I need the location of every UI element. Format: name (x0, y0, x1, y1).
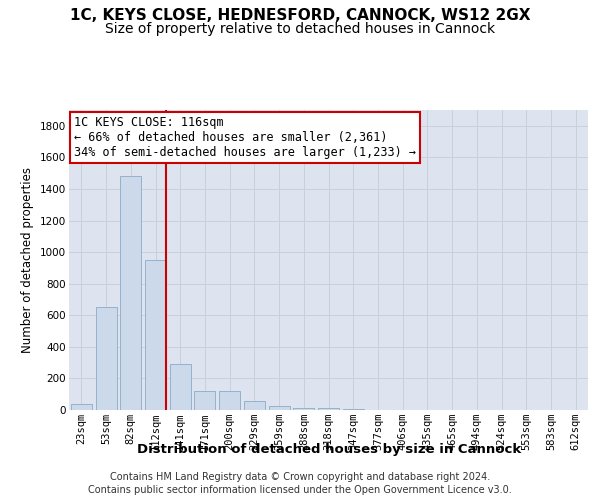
Text: 1C, KEYS CLOSE, HEDNESFORD, CANNOCK, WS12 2GX: 1C, KEYS CLOSE, HEDNESFORD, CANNOCK, WS1… (70, 8, 530, 22)
Text: Contains HM Land Registry data © Crown copyright and database right 2024.: Contains HM Land Registry data © Crown c… (110, 472, 490, 482)
Bar (343, 409, 364, 410)
Text: Contains public sector information licensed under the Open Government Licence v3: Contains public sector information licen… (88, 485, 512, 495)
Bar (318, 408, 339, 410)
Bar (170, 364, 191, 410)
Bar (269, 406, 290, 410)
Text: 1C KEYS CLOSE: 116sqm
← 66% of detached houses are smaller (2,361)
34% of semi-d: 1C KEYS CLOSE: 116sqm ← 66% of detached … (74, 116, 416, 159)
Y-axis label: Number of detached properties: Number of detached properties (22, 167, 34, 353)
Bar (145, 260, 166, 410)
Bar (293, 408, 314, 410)
Bar (95, 308, 116, 410)
Text: Size of property relative to detached houses in Cannock: Size of property relative to detached ho… (105, 22, 495, 36)
Bar (120, 176, 141, 410)
Bar (71, 404, 92, 410)
Bar (219, 391, 240, 410)
Bar (244, 400, 265, 410)
Bar (194, 391, 215, 410)
Text: Distribution of detached houses by size in Cannock: Distribution of detached houses by size … (137, 442, 521, 456)
